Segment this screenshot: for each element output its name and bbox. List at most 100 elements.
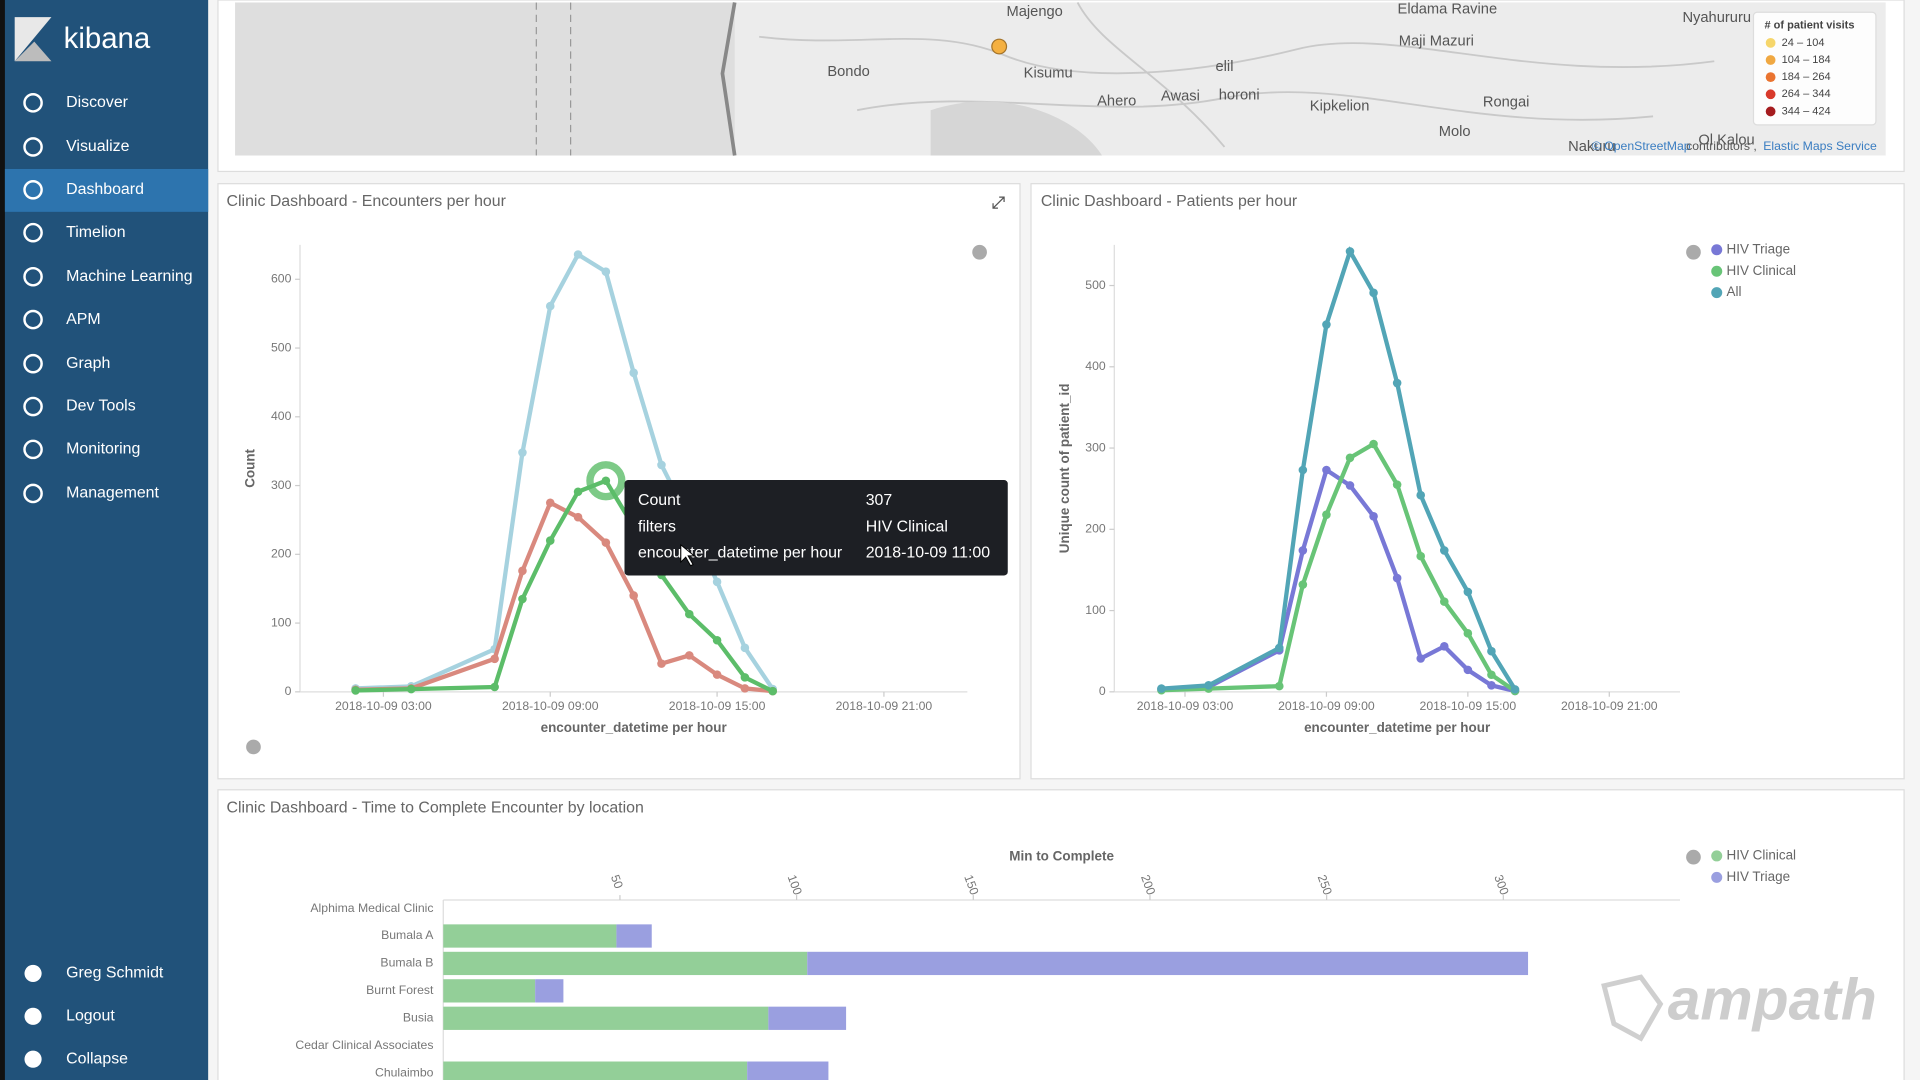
legend-toggle[interactable]: [1686, 244, 1701, 260]
map-legend-swatch: [1765, 89, 1776, 100]
nav-label: Graph: [66, 355, 110, 372]
nav-active: [4, 168, 209, 212]
nav-item[interactable]: Collapse: [24, 1050, 128, 1068]
data-point: [518, 594, 527, 604]
nav-item[interactable]: Timelion: [23, 222, 126, 243]
data-point: [601, 267, 611, 276]
data-point: [1440, 546, 1449, 555]
map-place: Nakuru: [1568, 139, 1615, 155]
nav-item[interactable]: APM: [23, 309, 101, 330]
map-place: Majengo: [1007, 4, 1063, 20]
y-tick-label: 100: [271, 615, 292, 629]
data-point: [740, 673, 750, 682]
map-legend-label: 264 – 344: [1782, 88, 1831, 100]
data-point: [1298, 546, 1308, 555]
data-point: [1392, 378, 1402, 388]
logo-text: kibana: [64, 22, 151, 55]
legend-label[interactable]: HIV Clinical: [1727, 847, 1797, 862]
data-point: [1416, 654, 1425, 663]
logo-mark: [14, 41, 52, 62]
y-tick-label: Chulaimbo: [375, 1065, 434, 1079]
y-axis-title: Unique count of patient_id: [1057, 384, 1072, 554]
data-point: [1392, 480, 1402, 489]
nav-item[interactable]: Machine Learning: [23, 266, 193, 287]
x-tick-label: 2018-10-09 09:00: [502, 699, 599, 713]
data-point: [545, 536, 555, 545]
nav-icon: [23, 266, 43, 287]
legend-label[interactable]: HIV Triage: [1727, 869, 1791, 884]
data-point: [573, 250, 583, 259]
x-tick-label: 300: [1491, 873, 1511, 897]
data-point: [490, 654, 499, 664]
panel-title: Clinic Dashboard - Patients per hour: [1041, 193, 1298, 210]
collapse-toggle[interactable]: [246, 739, 261, 755]
y-tick-label: Alphima Medical Clinic: [310, 901, 433, 915]
x-axis-title: encounter_datetime per hour: [1304, 720, 1491, 735]
map-border: [535, 2, 572, 156]
y-tick-label: 400: [271, 409, 292, 423]
legend-toggle[interactable]: [972, 244, 987, 260]
data-point: [712, 577, 722, 587]
data-point: [1298, 580, 1308, 589]
y-tick-label: 500: [1085, 278, 1106, 292]
data-point: [712, 635, 722, 645]
map-legend-label: 184 – 264: [1782, 71, 1831, 83]
legend-label[interactable]: HIV Clinical: [1727, 263, 1797, 278]
x-tick-label: 250: [1315, 873, 1335, 897]
nav-label: APM: [66, 311, 100, 328]
map-place: Ahero: [1097, 94, 1136, 110]
legend-label[interactable]: All: [1727, 284, 1742, 299]
tooltip-text: 307: [866, 492, 893, 509]
nav-item[interactable]: Graph: [23, 353, 110, 374]
legend-swatch: [1711, 265, 1723, 277]
tooltip-text: encounter_datetime per hour: [638, 545, 843, 562]
map-place: elil: [1216, 59, 1234, 75]
tooltip-text: HIV Clinical: [866, 518, 948, 535]
y-tick-label: 200: [1085, 522, 1106, 536]
map-place: Maji Mazuri: [1399, 34, 1474, 50]
map-legend-swatch: [1765, 37, 1776, 48]
data-point: [629, 591, 638, 600]
frame-edge: [0, 0, 5, 1080]
map-marker: [991, 38, 1008, 55]
hover-ring: [586, 461, 626, 501]
nav-item[interactable]: Visualize: [23, 137, 130, 157]
data-point: [573, 512, 583, 522]
nav-item[interactable]: Monitoring: [23, 439, 140, 460]
nav-item[interactable]: Greg Schmidt: [24, 964, 164, 983]
nav-item[interactable]: Dev Tools: [23, 396, 136, 417]
y-tick-label: 200: [271, 547, 292, 561]
nav-item[interactable]: Management: [23, 483, 160, 504]
legend-toggle[interactable]: [1686, 849, 1701, 865]
nav-icon: [23, 222, 43, 243]
y-tick-label: 0: [1099, 684, 1106, 698]
legend-swatch: [1711, 287, 1723, 299]
data-point: [1275, 643, 1284, 653]
x-axis-title: Min to Complete: [1009, 849, 1114, 864]
watermark-icon: [1601, 974, 1664, 1042]
y-tick-label: Bumala B: [380, 956, 433, 970]
tooltip-text: Count: [638, 492, 681, 509]
nav-icon: [23, 353, 43, 374]
data-point: [629, 368, 638, 378]
bar-segment: [443, 1006, 769, 1030]
data-point: [545, 498, 555, 508]
x-tick-label: 2018-10-09 09:00: [1278, 699, 1375, 713]
cursor: [680, 543, 696, 567]
nav-item[interactable]: Dashboard: [4, 168, 209, 212]
map-place: Kipkelion: [1310, 98, 1370, 114]
nav-item[interactable]: Logout: [24, 1008, 115, 1025]
nav-label: Logout: [66, 1008, 115, 1025]
legend-label[interactable]: HIV Triage: [1727, 241, 1791, 256]
data-point: [712, 670, 722, 679]
nav-item[interactable]: Discover: [23, 93, 129, 113]
expand-icon[interactable]: [992, 196, 1005, 209]
bar-segment: [443, 979, 536, 1003]
map-panel: Majengo Eldama Ravine Nyahururu Maji Mazuri…: [217, 0, 1905, 173]
y-tick-label: 300: [1085, 440, 1106, 454]
sidebar-bg: [0, 0, 209, 1080]
nav-icon: [24, 964, 42, 983]
tooltip-text: 2018-10-09 11:00: [866, 545, 991, 562]
data-point: [1345, 453, 1355, 463]
